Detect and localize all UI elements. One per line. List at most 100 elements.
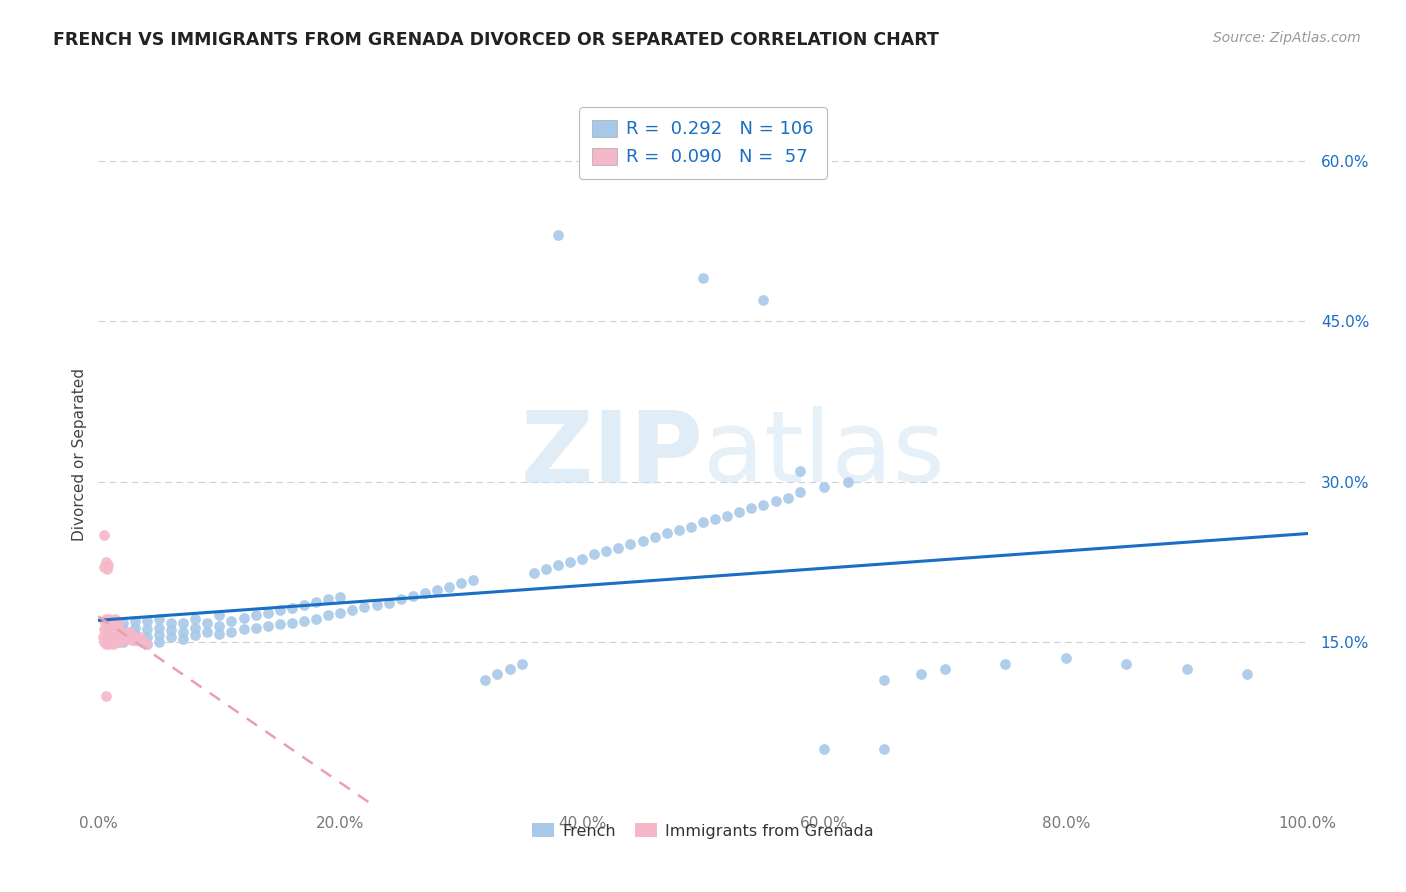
Point bbox=[377, 596, 399, 610]
Point bbox=[94, 689, 117, 703]
Point bbox=[94, 555, 117, 569]
Point bbox=[172, 615, 194, 630]
Point bbox=[269, 603, 291, 617]
Point bbox=[148, 621, 170, 635]
Point bbox=[837, 475, 859, 489]
Point bbox=[595, 544, 617, 558]
Point bbox=[934, 662, 956, 676]
Point bbox=[100, 630, 122, 644]
Point bbox=[221, 614, 243, 628]
Point bbox=[716, 508, 738, 523]
Point bbox=[752, 498, 775, 512]
Point bbox=[292, 598, 315, 612]
Point bbox=[184, 628, 207, 642]
Point bbox=[728, 505, 751, 519]
Point bbox=[281, 615, 304, 630]
Point bbox=[655, 526, 678, 541]
Point bbox=[910, 667, 932, 681]
Point bbox=[474, 673, 496, 687]
Point bbox=[305, 612, 328, 626]
Point bbox=[316, 592, 339, 607]
Point bbox=[105, 624, 128, 639]
Point bbox=[692, 516, 714, 530]
Point bbox=[184, 621, 207, 635]
Point bbox=[269, 617, 291, 632]
Text: FRENCH VS IMMIGRANTS FROM GRENADA DIVORCED OR SEPARATED CORRELATION CHART: FRENCH VS IMMIGRANTS FROM GRENADA DIVORC… bbox=[53, 31, 939, 49]
Point bbox=[101, 614, 124, 628]
Point bbox=[148, 635, 170, 649]
Point bbox=[1054, 651, 1077, 665]
Point bbox=[873, 673, 896, 687]
Point bbox=[498, 662, 520, 676]
Point bbox=[124, 626, 146, 640]
Point bbox=[103, 635, 125, 649]
Point bbox=[120, 626, 142, 640]
Point bbox=[128, 630, 150, 644]
Point bbox=[96, 621, 118, 635]
Point bbox=[1115, 657, 1137, 671]
Point bbox=[112, 626, 135, 640]
Point bbox=[873, 742, 896, 756]
Point bbox=[994, 657, 1017, 671]
Text: atlas: atlas bbox=[703, 407, 945, 503]
Point bbox=[463, 573, 485, 587]
Point bbox=[571, 551, 593, 566]
Point bbox=[98, 612, 121, 626]
Point bbox=[413, 586, 436, 600]
Point bbox=[619, 537, 641, 551]
Point bbox=[104, 621, 127, 635]
Point bbox=[172, 632, 194, 646]
Point bbox=[547, 558, 569, 573]
Point bbox=[221, 624, 243, 639]
Point bbox=[195, 624, 218, 639]
Point bbox=[94, 637, 117, 651]
Point bbox=[118, 624, 141, 639]
Text: Source: ZipAtlas.com: Source: ZipAtlas.com bbox=[1213, 31, 1361, 45]
Point bbox=[583, 548, 606, 562]
Point bbox=[232, 610, 254, 624]
Point bbox=[96, 633, 118, 648]
Point bbox=[437, 580, 460, 594]
Point bbox=[195, 615, 218, 630]
Point bbox=[631, 533, 654, 548]
Point bbox=[114, 633, 136, 648]
Point bbox=[111, 623, 134, 637]
Point bbox=[100, 621, 122, 635]
Point bbox=[93, 635, 115, 649]
Point bbox=[100, 624, 122, 639]
Point bbox=[329, 607, 352, 621]
Y-axis label: Divorced or Separated: Divorced or Separated bbox=[72, 368, 87, 541]
Point bbox=[316, 608, 339, 623]
Point bbox=[256, 619, 278, 633]
Point bbox=[389, 592, 412, 607]
Point bbox=[97, 614, 120, 628]
Point bbox=[100, 615, 122, 630]
Point bbox=[160, 624, 183, 638]
Point bbox=[93, 623, 115, 637]
Point bbox=[101, 626, 124, 640]
Point bbox=[776, 491, 799, 505]
Point bbox=[160, 615, 183, 630]
Point bbox=[97, 624, 120, 639]
Point bbox=[96, 615, 118, 630]
Point bbox=[1236, 667, 1258, 681]
Point bbox=[91, 630, 114, 644]
Point bbox=[789, 464, 811, 478]
Point bbox=[100, 633, 122, 648]
Point bbox=[135, 614, 157, 628]
Point bbox=[644, 530, 666, 544]
Point bbox=[172, 624, 194, 639]
Point bbox=[813, 480, 835, 494]
Point bbox=[105, 635, 128, 649]
Point bbox=[135, 630, 157, 644]
Point bbox=[402, 589, 425, 603]
Point bbox=[107, 615, 129, 630]
Point bbox=[256, 607, 278, 621]
Point bbox=[124, 633, 146, 648]
Point bbox=[752, 293, 775, 307]
Point bbox=[160, 630, 183, 644]
Point bbox=[305, 594, 328, 608]
Point bbox=[111, 630, 134, 644]
Point bbox=[135, 637, 157, 651]
Point bbox=[486, 667, 509, 681]
